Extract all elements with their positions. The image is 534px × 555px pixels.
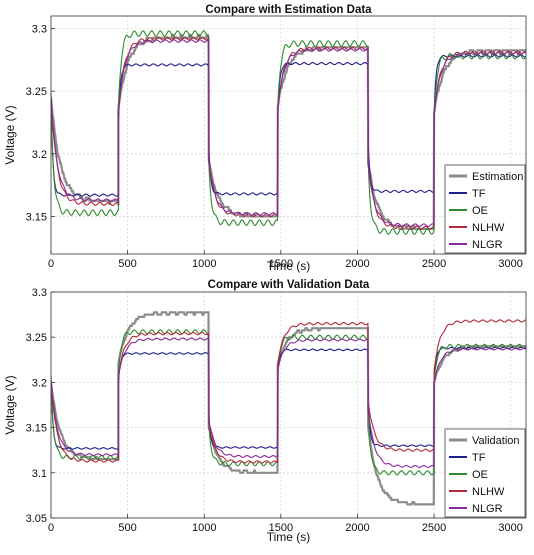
x-tick-label: 0 — [48, 522, 54, 534]
y-axis-label: Voltage (V) — [3, 105, 17, 164]
legend-entry: NLGR — [472, 503, 503, 515]
x-tick-label: 2000 — [345, 258, 369, 270]
y-tick-label: 3.25 — [26, 332, 47, 344]
chart-title: Compare with Validation Data — [208, 279, 370, 291]
x-tick-label: 0 — [48, 258, 54, 270]
x-tick-label: 1000 — [192, 258, 216, 270]
chart-1: 0 500 1000 1500 2000 2500 3000 3.15 3.2 3.25 3.3 Co… — [3, 4, 527, 273]
legend-entry: OE — [472, 205, 488, 217]
y-tick-label: 3.15 — [26, 211, 47, 223]
x-tick-label: 500 — [118, 522, 136, 534]
x-tick-label: 3000 — [498, 258, 522, 270]
legend-entry: TF — [472, 452, 486, 464]
y-tick-label: 3.15 — [26, 423, 47, 435]
legend: Estimation TF OE NLHW NLGR — [444, 164, 526, 254]
legend-entry: NLHW — [472, 486, 505, 498]
y-tick-label: 3.2 — [32, 149, 47, 161]
axes-box — [50, 15, 527, 255]
x-tick-label: 1500 — [269, 522, 293, 534]
series-group — [51, 311, 526, 506]
x-tick-label: 3000 — [498, 522, 522, 534]
legend-entry: Validation — [472, 435, 520, 447]
y-tick-label: 3.25 — [26, 86, 47, 98]
legend-entry: TF — [472, 188, 486, 200]
series-group — [51, 30, 526, 235]
chart-2: 0 500 1000 1500 2000 2500 3000 3.05 3.1 3.15 3.2 3.… — [3, 279, 527, 544]
series-line-nlhw — [51, 319, 526, 464]
y-axis-label: Voltage (V) — [3, 375, 17, 434]
legend-entry: OE — [472, 469, 488, 481]
y-tick-label: 3.2 — [32, 377, 47, 389]
legend-entry: NLHW — [472, 222, 505, 234]
series-line-nlgr — [51, 39, 526, 227]
x-axis-label: Time (s) — [267, 259, 311, 273]
series-line-oe — [51, 329, 526, 476]
series-line-nlgr — [51, 337, 526, 468]
series-line-estimation — [51, 33, 526, 230]
x-tick-label: 2500 — [422, 522, 446, 534]
legend: Validation TF OE NLHW NLGR — [444, 428, 526, 518]
chart-title: Compare with Estimation Data — [205, 4, 372, 16]
y-tick-label: 3.3 — [32, 287, 47, 299]
series-line-tf — [51, 54, 526, 197]
x-tick-label: 500 — [118, 258, 136, 270]
y-tick-label: 3.1 — [32, 468, 47, 480]
x-tick-label: 1000 — [192, 522, 216, 534]
x-tick-label: 2500 — [422, 258, 446, 270]
x-tick-label: 1500 — [269, 258, 293, 270]
x-axis-label: Time (s) — [267, 530, 311, 544]
legend-entry: NLGR — [472, 239, 503, 251]
y-tick-label: 3.05 — [26, 513, 47, 525]
axes-box — [50, 291, 527, 519]
y-tick-label: 3.3 — [32, 24, 47, 36]
legend-entry: Estimation — [472, 171, 523, 183]
x-tick-label: 2000 — [345, 522, 369, 534]
